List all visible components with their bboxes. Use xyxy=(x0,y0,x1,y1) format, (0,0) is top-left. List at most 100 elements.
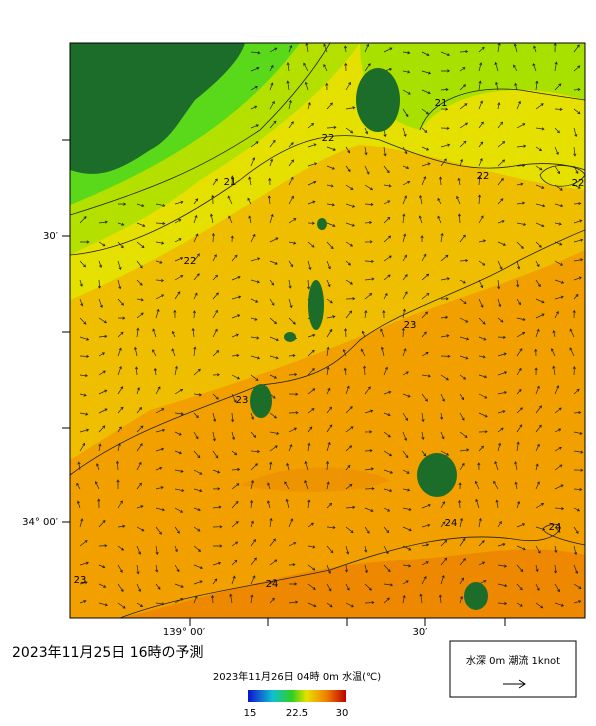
current-arrow xyxy=(535,127,545,131)
current-arrow xyxy=(440,450,450,456)
current-arrow xyxy=(174,526,180,534)
current-arrow xyxy=(174,598,184,604)
current-arrow xyxy=(269,100,275,110)
current-arrow xyxy=(79,354,90,359)
current-arrow xyxy=(231,521,239,528)
current-arrow xyxy=(117,426,122,433)
current-arrow xyxy=(231,575,236,585)
current-arrow xyxy=(155,408,165,414)
island xyxy=(464,582,488,610)
current-arrow xyxy=(421,352,429,357)
current-arrow xyxy=(193,450,201,459)
current-arrow xyxy=(228,215,233,224)
current-arrow xyxy=(364,293,373,300)
current-arrow xyxy=(478,393,488,399)
current-arrow xyxy=(288,241,297,245)
current-arrow xyxy=(193,393,202,397)
current-arrow xyxy=(174,507,184,513)
current-arrow xyxy=(383,526,390,534)
current-arrow xyxy=(212,450,219,459)
current-arrow xyxy=(401,327,405,338)
current-arrow xyxy=(497,391,507,395)
current-arrow xyxy=(288,121,294,129)
current-arrow xyxy=(193,346,197,357)
current-arrow xyxy=(554,260,563,266)
current-arrow xyxy=(554,127,560,134)
current-arrow xyxy=(136,482,142,490)
current-arrow xyxy=(554,241,563,246)
current-arrow xyxy=(497,521,502,528)
current-arrow xyxy=(212,469,221,474)
current-arrow xyxy=(497,371,508,376)
current-arrow xyxy=(98,389,108,395)
current-arrow xyxy=(533,45,537,53)
current-arrow xyxy=(440,539,448,547)
current-arrow xyxy=(497,177,504,186)
current-arrow xyxy=(383,597,390,604)
axis-ticks xyxy=(62,139,506,626)
current-arrow xyxy=(345,602,354,608)
current-arrow xyxy=(457,213,461,224)
current-arrows xyxy=(76,43,584,609)
current-arrow xyxy=(136,298,144,302)
current-arrow xyxy=(345,526,354,534)
current-arrow xyxy=(478,561,486,566)
current-arrow xyxy=(458,499,462,509)
current-arrow xyxy=(231,541,239,547)
current-arrow xyxy=(532,63,537,72)
current-arrow xyxy=(155,203,166,207)
current-arrow xyxy=(535,526,546,531)
current-arrow xyxy=(193,412,199,419)
current-arrow xyxy=(421,374,431,378)
current-arrow xyxy=(573,276,582,281)
current-arrow xyxy=(440,374,449,381)
current-arrow xyxy=(573,65,581,72)
current-arrow xyxy=(419,593,423,604)
current-arrow xyxy=(193,580,203,585)
current-arrow xyxy=(209,213,214,224)
current-arrow xyxy=(516,564,524,573)
current-arrow xyxy=(364,583,372,591)
current-arrow xyxy=(421,450,427,457)
current-arrow xyxy=(117,583,124,592)
current-arrow xyxy=(98,583,107,588)
current-arrow xyxy=(497,198,504,205)
lon-label: 139° 00′ xyxy=(163,627,206,638)
current-arrow xyxy=(459,431,468,438)
current-arrow xyxy=(304,460,309,471)
current-arrow xyxy=(478,355,486,359)
current-arrow xyxy=(267,482,271,490)
current-arrow xyxy=(155,221,166,226)
current-arrow xyxy=(516,332,526,338)
current-arrow xyxy=(212,487,221,491)
current-arrow xyxy=(420,234,424,243)
current-arrow xyxy=(344,564,349,573)
temperature-field: 21 21 22 22 22 22 23 23 23 24 24 24 xyxy=(70,43,585,618)
current-arrow xyxy=(268,177,272,186)
current-arrow xyxy=(247,197,252,205)
current-arrow xyxy=(573,238,584,243)
current-arrow xyxy=(98,370,106,376)
current-arrow xyxy=(459,103,468,110)
contour-line xyxy=(119,523,585,618)
current-arrow xyxy=(459,298,467,305)
contour-label: 24 xyxy=(549,522,562,533)
current-arrow xyxy=(212,309,218,319)
current-arrow xyxy=(421,393,428,402)
current-arrow xyxy=(250,412,255,420)
current-arrow xyxy=(383,165,390,174)
current-arrow xyxy=(440,126,450,130)
island xyxy=(356,68,400,132)
current-arrow xyxy=(80,240,90,244)
current-arrow xyxy=(554,279,565,284)
current-arrow xyxy=(307,349,315,357)
current-arrow xyxy=(307,564,316,571)
current-arrow xyxy=(497,219,505,224)
current-arrow xyxy=(364,165,370,175)
current-arrow xyxy=(98,425,106,433)
current-arrow xyxy=(345,260,352,266)
current-arrow xyxy=(117,564,123,573)
current-arrow xyxy=(269,461,273,471)
current-arrow xyxy=(402,450,409,459)
